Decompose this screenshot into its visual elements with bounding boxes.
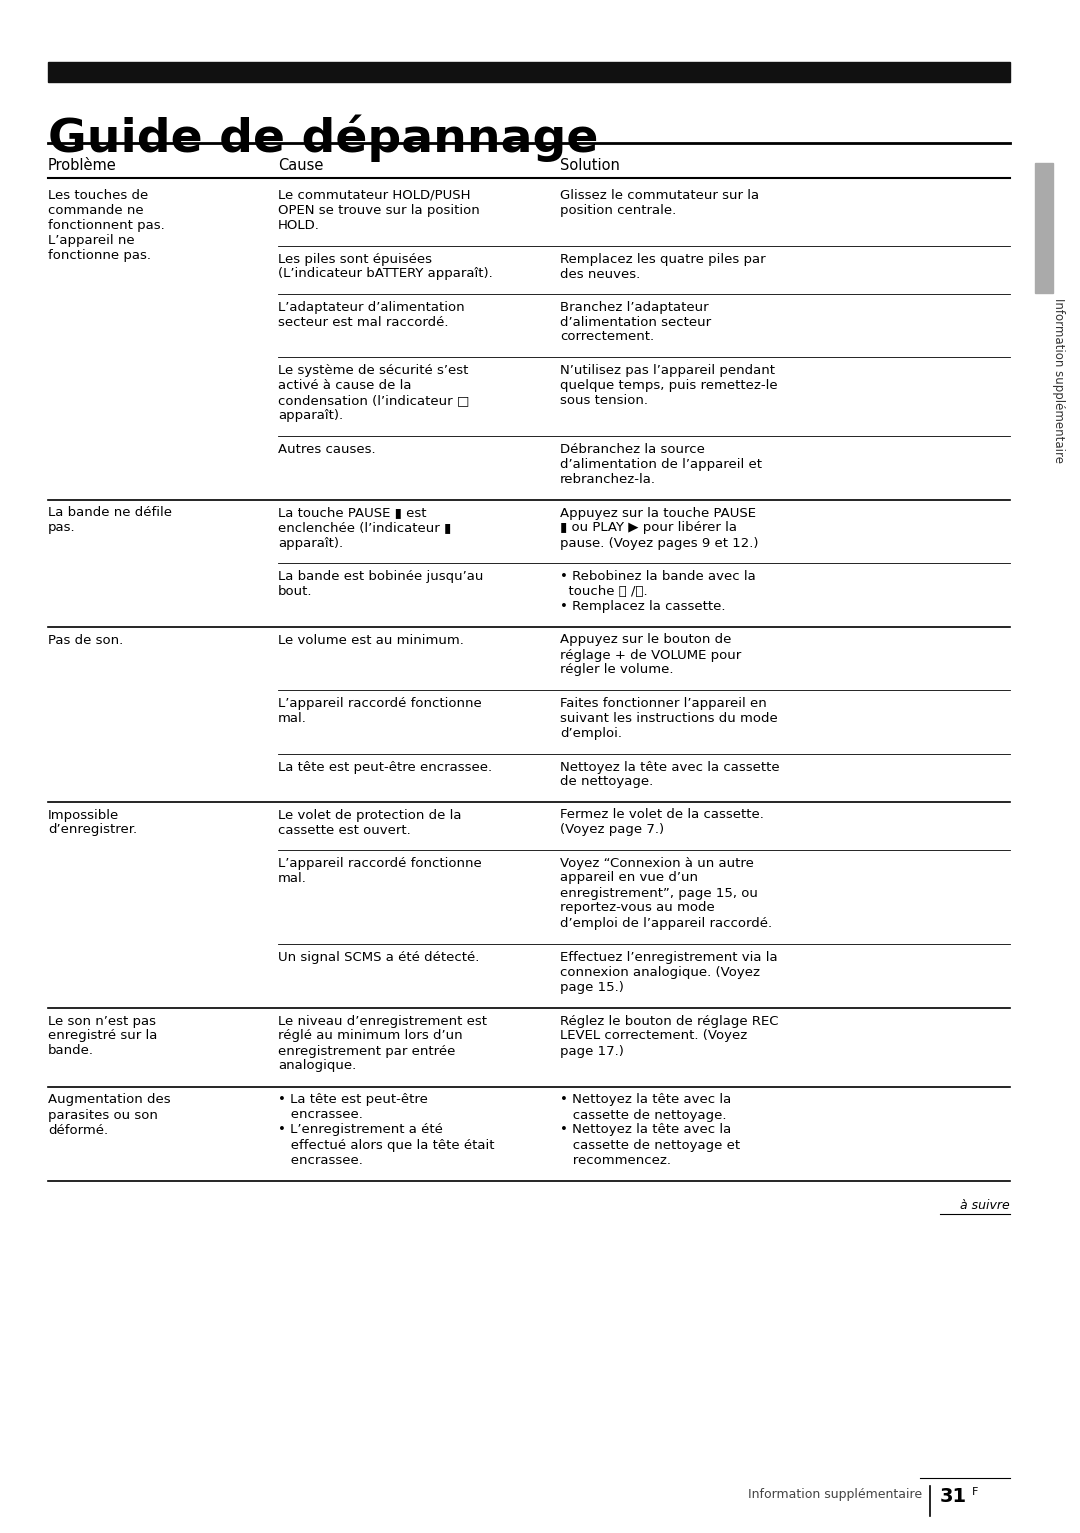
Text: La bande est bobinée jusqu’au
bout.: La bande est bobinée jusqu’au bout. (278, 570, 484, 598)
Text: Le volume est au minimum.: Le volume est au minimum. (278, 633, 464, 647)
Text: Voyez “Connexion à un autre
appareil en vue d’un
enregistrement”, page 15, ou
re: Voyez “Connexion à un autre appareil en … (561, 857, 772, 929)
Text: Augmentation des
parasites ou son
déformé.: Augmentation des parasites ou son déform… (48, 1093, 171, 1136)
Text: Information supplémentaire: Information supplémentaire (1052, 297, 1065, 463)
Text: Information supplémentaire: Information supplémentaire (747, 1489, 922, 1501)
Text: Remplacez les quatre piles par
des neuves.: Remplacez les quatre piles par des neuve… (561, 253, 766, 281)
Text: Le son n’est pas
enregistré sur la
bande.: Le son n’est pas enregistré sur la bande… (48, 1015, 158, 1058)
Text: 31: 31 (940, 1487, 967, 1505)
Text: Guide de dépannage: Guide de dépannage (48, 115, 598, 162)
Text: Les touches de
commande ne
fonctionnent pas.
L’appareil ne
fonctionne pas.: Les touches de commande ne fonctionnent … (48, 189, 165, 262)
Text: Appuyez sur le bouton de
réglage + de VOLUME pour
régler le volume.: Appuyez sur le bouton de réglage + de VO… (561, 633, 741, 676)
Text: L’appareil raccordé fonctionne
mal.: L’appareil raccordé fonctionne mal. (278, 698, 482, 725)
Text: L’appareil raccordé fonctionne
mal.: L’appareil raccordé fonctionne mal. (278, 857, 482, 885)
Text: Le niveau d’enregistrement est
réglé au minimum lors d’un
enregistrement par ent: Le niveau d’enregistrement est réglé au … (278, 1015, 487, 1073)
Text: La bande ne défile
pas.: La bande ne défile pas. (48, 506, 172, 535)
Text: Autres causes.: Autres causes. (278, 443, 376, 455)
Text: Branchez l’adaptateur
d’alimentation secteur
correctement.: Branchez l’adaptateur d’alimentation sec… (561, 300, 711, 343)
Text: Cause: Cause (278, 158, 323, 173)
Bar (1035, 162, 1053, 293)
Text: Fermez le volet de la cassette.
(Voyez page 7.): Fermez le volet de la cassette. (Voyez p… (561, 808, 764, 837)
Text: Problème: Problème (48, 158, 117, 173)
Text: Les piles sont épuisées
(L’indicateur bATTERY apparaît).: Les piles sont épuisées (L’indicateur bA… (278, 253, 492, 281)
Text: Impossible
d’enregistrer.: Impossible d’enregistrer. (48, 808, 137, 837)
Text: Le commutateur HOLD/PUSH
OPEN se trouve sur la position
HOLD.: Le commutateur HOLD/PUSH OPEN se trouve … (278, 189, 480, 231)
Text: F: F (972, 1487, 978, 1498)
Text: Réglez le bouton de réglage REC
LEVEL correctement. (Voyez
page 17.): Réglez le bouton de réglage REC LEVEL co… (561, 1015, 779, 1058)
Text: Pas de son.: Pas de son. (48, 633, 123, 647)
Text: Faites fonctionner l’appareil en
suivant les instructions du mode
d’emploi.: Faites fonctionner l’appareil en suivant… (561, 698, 778, 740)
Text: Nettoyez la tête avec la cassette
de nettoyage.: Nettoyez la tête avec la cassette de net… (561, 760, 780, 788)
Text: La touche PAUSE ▮ est
enclenchée (l’indicateur ▮
apparaît).: La touche PAUSE ▮ est enclenchée (l’indi… (278, 506, 451, 549)
Text: Appuyez sur la touche PAUSE
▮ ou PLAY ▶ pour libérer la
pause. (Voyez pages 9 et: Appuyez sur la touche PAUSE ▮ ou PLAY ▶ … (561, 506, 758, 549)
Text: Le système de sécurité s’est
activé à cause de la
condensation (l’indicateur □
a: Le système de sécurité s’est activé à ca… (278, 363, 470, 422)
Text: La tête est peut-être encrassee.: La tête est peut-être encrassee. (278, 760, 492, 774)
Text: • Rebobinez la bande avec la
  touche ⏮ /⏮.
• Remplacez la cassette.: • Rebobinez la bande avec la touche ⏮ /⏮… (561, 570, 756, 613)
Text: L’adaptateur d’alimentation
secteur est mal raccordé.: L’adaptateur d’alimentation secteur est … (278, 300, 464, 328)
Text: Solution: Solution (561, 158, 620, 173)
Text: à suivre: à suivre (960, 1199, 1010, 1213)
Text: Glissez le commutateur sur la
position centrale.: Glissez le commutateur sur la position c… (561, 189, 759, 218)
Text: • La tête est peut-être
   encrassee.
• L’enregistrement a été
   effectué alors: • La tête est peut-être encrassee. • L’e… (278, 1093, 495, 1167)
Text: Effectuez l’enregistrement via la
connexion analogique. (Voyez
page 15.): Effectuez l’enregistrement via la connex… (561, 950, 778, 993)
Text: • Nettoyez la tête avec la
   cassette de nettoyage.
• Nettoyez la tête avec la
: • Nettoyez la tête avec la cassette de n… (561, 1093, 740, 1167)
Text: Le volet de protection de la
cassette est ouvert.: Le volet de protection de la cassette es… (278, 808, 461, 837)
Text: N’utilisez pas l’appareil pendant
quelque temps, puis remettez-le
sous tension.: N’utilisez pas l’appareil pendant quelqu… (561, 363, 778, 406)
Text: Un signal SCMS a été détecté.: Un signal SCMS a été détecté. (278, 950, 480, 964)
Text: Débranchez la source
d’alimentation de l’appareil et
rebranchez-la.: Débranchez la source d’alimentation de l… (561, 443, 762, 486)
Bar (48, 61, 1010, 81)
